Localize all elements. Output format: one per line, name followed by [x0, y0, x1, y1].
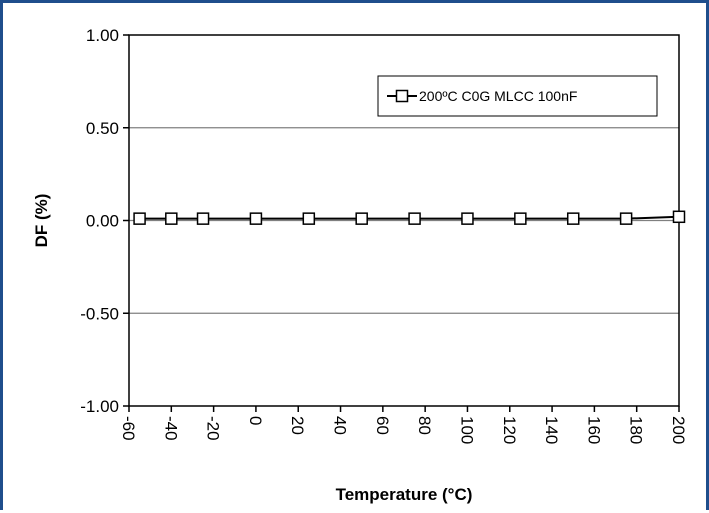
data-point-marker [461, 212, 474, 225]
data-point-marker [302, 212, 316, 225]
x-tick-label: 80 [415, 416, 434, 435]
data-point-marker [514, 212, 527, 225]
y-tick-label: 1.00 [86, 26, 119, 45]
x-tick-label: 40 [331, 416, 350, 435]
data-point-marker [672, 210, 686, 224]
legend-box [377, 75, 658, 117]
y-tick-label: 0.00 [86, 212, 119, 231]
x-tick-label: 120 [500, 416, 519, 444]
x-tick-label: -60 [119, 416, 138, 441]
data-point-marker [619, 212, 633, 225]
data-point-marker [165, 212, 178, 225]
x-tick-label: 100 [457, 416, 476, 444]
x-tick-label: -40 [161, 416, 180, 441]
y-tick-label: -0.50 [80, 304, 119, 323]
data-point-marker [196, 212, 210, 225]
legend: 200ºC C0G MLCC 100nF [377, 75, 658, 117]
x-tick-label: 200 [669, 416, 688, 444]
data-point-marker [408, 212, 421, 225]
y-tick-label: 0.50 [86, 119, 119, 138]
y-axis-title: DF (%) [32, 194, 51, 248]
y-tick-label: -1.00 [80, 397, 119, 416]
x-tick-label: -20 [204, 416, 223, 441]
y-axis-ticks: 1.00 0.50 0.00 -0.50 -1.00 [80, 26, 129, 416]
df-vs-temperature-chart: 1.00 0.50 0.00 -0.50 -1.00 -60 -40 -20 0 20 40 60 8… [32, 26, 688, 504]
legend-square-marker [395, 89, 409, 103]
data-point-marker [133, 212, 146, 225]
x-axis-ticks: -60 -40 -20 0 20 40 60 80 100 120 140 160 180 200 [119, 406, 688, 444]
x-tick-label: 160 [584, 416, 603, 444]
x-tick-label: 60 [373, 416, 392, 435]
data-point-marker [355, 212, 368, 225]
gridlines [129, 127, 679, 314]
x-tick-label: 180 [627, 416, 646, 444]
x-tick-label: 20 [288, 416, 307, 435]
data-point-marker [249, 212, 263, 225]
data-point-marker [566, 212, 580, 225]
x-tick-label: 0 [246, 416, 265, 425]
x-tick-label: 140 [542, 416, 561, 444]
legend-label: 200ºC C0G MLCC 100nF [419, 88, 577, 104]
x-axis-title: Temperature (°C) [336, 485, 473, 504]
series-group [133, 210, 686, 225]
